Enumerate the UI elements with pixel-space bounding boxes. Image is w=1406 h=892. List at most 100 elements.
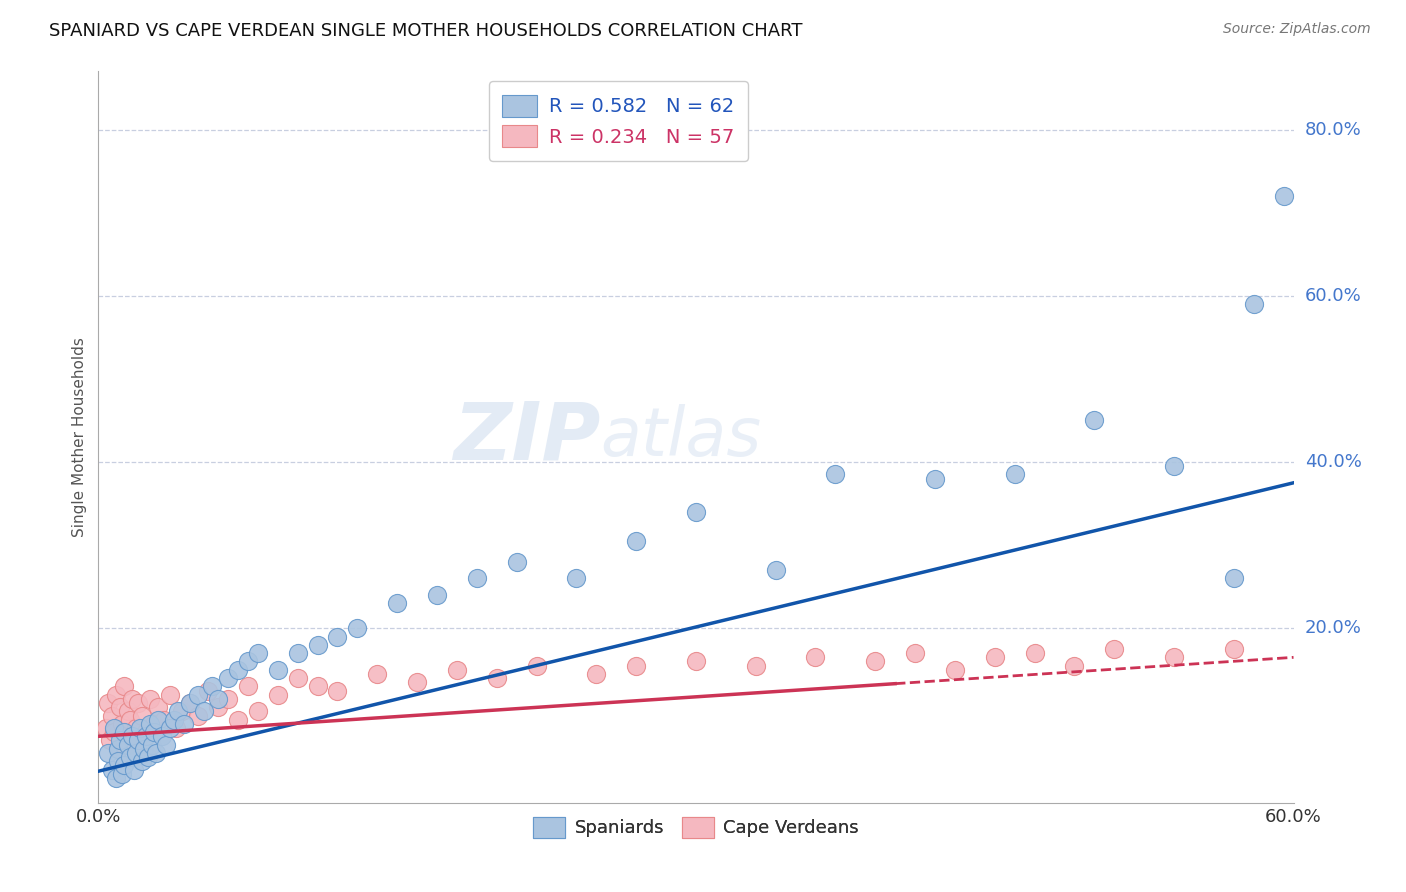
Point [159, 688, 181, 702]
Point [287, 646, 309, 660]
Point [111, 716, 134, 731]
Point [904, 646, 927, 660]
Point [1163, 650, 1185, 665]
Point [984, 650, 1007, 665]
Point [246, 646, 269, 660]
Point [565, 571, 588, 585]
Point [217, 692, 239, 706]
Point [101, 708, 124, 723]
Point [197, 683, 219, 698]
Point [129, 721, 152, 735]
Point [207, 692, 229, 706]
Point [506, 555, 529, 569]
Point [139, 716, 162, 731]
Point [326, 630, 349, 644]
Point [110, 733, 132, 747]
Point [111, 766, 134, 780]
Point [121, 692, 143, 706]
Point [187, 688, 209, 702]
Point [1272, 189, 1295, 203]
Point [804, 650, 827, 665]
Point [112, 725, 135, 739]
Point [139, 692, 162, 706]
Point [226, 713, 249, 727]
Point [107, 754, 129, 768]
Point [101, 763, 124, 777]
Text: ZIP: ZIP [453, 398, 600, 476]
Point [685, 655, 707, 669]
Point [1083, 413, 1105, 427]
Point [465, 571, 488, 585]
Point [112, 680, 135, 694]
Point [145, 746, 167, 760]
Point [179, 696, 201, 710]
Point [943, 663, 966, 677]
Point [131, 708, 153, 723]
Point [226, 663, 249, 677]
Point [143, 725, 166, 739]
Legend: Spaniards, Cape Verdeans: Spaniards, Cape Verdeans [526, 810, 866, 845]
Point [131, 754, 153, 768]
Point [105, 771, 128, 785]
Point [201, 680, 224, 694]
Point [125, 721, 148, 735]
Point [1223, 642, 1246, 657]
Point [127, 696, 149, 710]
Point [136, 750, 159, 764]
Point [105, 688, 128, 702]
Point [135, 729, 157, 743]
Point [1004, 467, 1026, 482]
Point [765, 563, 787, 577]
Point [127, 733, 149, 747]
Y-axis label: Single Mother Households: Single Mother Households [72, 337, 87, 537]
Point [167, 705, 190, 719]
Point [193, 705, 215, 719]
Point [120, 713, 142, 727]
Text: SPANIARD VS CAPE VERDEAN SINGLE MOTHER HOUSEHOLDS CORRELATION CHART: SPANIARD VS CAPE VERDEAN SINGLE MOTHER H… [49, 22, 803, 40]
Point [924, 472, 946, 486]
Point [117, 705, 139, 719]
Point [207, 700, 229, 714]
Point [134, 741, 156, 756]
Point [110, 700, 132, 714]
Text: Source: ZipAtlas.com: Source: ZipAtlas.com [1223, 22, 1371, 37]
Point [217, 671, 239, 685]
Point [626, 658, 648, 673]
Point [141, 738, 163, 752]
Point [287, 671, 309, 685]
Point [155, 738, 177, 752]
Point [107, 741, 129, 756]
Point [385, 596, 409, 610]
Point [307, 680, 329, 694]
Point [103, 721, 125, 735]
Point [366, 667, 388, 681]
Point [236, 680, 259, 694]
Point [125, 746, 148, 760]
Point [143, 716, 166, 731]
Point [165, 721, 187, 735]
Point [1163, 459, 1185, 474]
Point [115, 729, 138, 743]
Point [98, 733, 122, 747]
Point [246, 705, 269, 719]
Point [865, 655, 887, 669]
Point [326, 683, 349, 698]
Text: 40.0%: 40.0% [1305, 453, 1361, 471]
Point [824, 467, 846, 482]
Text: 60.0%: 60.0% [1305, 287, 1361, 305]
Point [426, 588, 449, 602]
Point [121, 729, 143, 743]
Point [148, 713, 170, 727]
Point [135, 725, 157, 739]
Point [1104, 642, 1126, 657]
Point [1223, 571, 1246, 585]
Point [187, 708, 209, 723]
Point [585, 667, 607, 681]
Point [1024, 646, 1046, 660]
Text: 20.0%: 20.0% [1305, 619, 1361, 637]
Point [117, 738, 139, 752]
Point [267, 663, 290, 677]
Point [406, 675, 429, 690]
Point [172, 705, 194, 719]
Point [97, 696, 120, 710]
